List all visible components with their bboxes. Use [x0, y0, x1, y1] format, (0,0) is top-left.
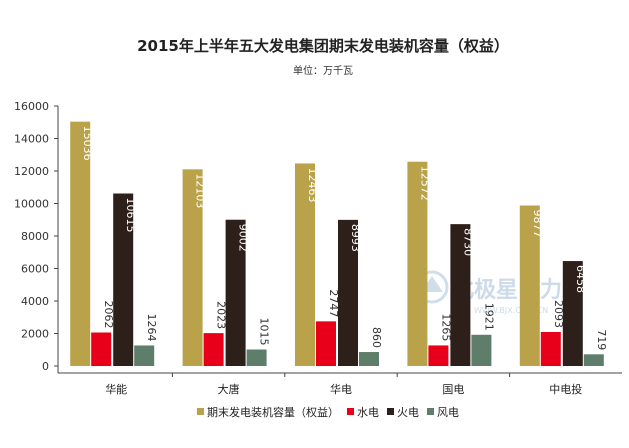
legend-label: 期末发电装机容量（权益）: [207, 405, 339, 419]
axes: 0 2000 4000 6000 8000 10000 12000 14000 16000 华能 大…: [14, 100, 622, 396]
data-label: 12463: [306, 167, 319, 202]
data-label: 2747: [327, 289, 340, 317]
data-label: 2062: [102, 300, 115, 328]
bar: [113, 193, 134, 366]
watermark: 北极星电力网 WWW.BJX.COM.CN: [415, 270, 584, 315]
x-tick-label: 中电投: [549, 382, 582, 396]
data-label: 12572: [418, 166, 431, 201]
x-tick-label: 华电: [330, 382, 352, 396]
data-label: 8730: [461, 228, 474, 256]
bar: [540, 331, 561, 366]
y-tick-label: 8000: [21, 230, 49, 243]
bar: [316, 321, 336, 366]
data-label: 9002: [237, 224, 250, 252]
watermark-subtext: WWW.BJX.COM.CN: [474, 306, 548, 315]
data-label: 1264: [145, 313, 158, 341]
bar: [225, 219, 246, 366]
bar: [359, 352, 379, 366]
data-label: 719: [595, 329, 608, 350]
bar: [450, 224, 471, 366]
y-tick-label: 12000: [14, 165, 49, 178]
bar: [471, 334, 492, 366]
data-label: 1015: [258, 318, 271, 346]
bar: [246, 349, 267, 366]
bar: [583, 354, 604, 366]
data-label: 9877: [531, 209, 544, 237]
data-label: 8993: [349, 224, 362, 252]
y-tick-label: 16000: [14, 100, 49, 113]
y-tick-label: 2000: [21, 328, 49, 341]
y-tick-label: 14000: [14, 133, 49, 146]
bar: [134, 345, 155, 366]
data-labels: 15036 2062 10615 1264 12103 2023 9002 1015 12463…: [81, 126, 608, 351]
chart-title: 2015年上半年五大发电集团期末发电装机容量（权益）: [137, 37, 509, 55]
bar: [407, 161, 428, 366]
bar: [295, 163, 315, 366]
data-label: 1921: [482, 303, 495, 331]
data-label: 12103: [194, 173, 207, 208]
bar: [338, 219, 358, 366]
x-tick-label: 华能: [105, 382, 127, 396]
data-label: 6458: [574, 265, 587, 293]
y-tick-label: 0: [42, 360, 49, 373]
bar: [562, 261, 583, 366]
legend-label: 水电: [357, 406, 379, 419]
bar: [182, 169, 203, 366]
bar: [91, 332, 112, 366]
bar: [428, 345, 449, 366]
data-label: 15036: [81, 126, 94, 161]
legend-swatch: [197, 408, 204, 415]
data-label: 2093: [552, 300, 565, 328]
y-tick-label: 10000: [14, 198, 49, 211]
chart-unit: 单位：万千瓦: [293, 64, 353, 77]
data-label: 2023: [215, 301, 228, 329]
bar: [519, 205, 540, 366]
legend: 期末发电装机容量（权益） 水电 火电 风电: [197, 405, 459, 419]
bars: [70, 121, 604, 366]
legend-swatch: [347, 408, 354, 415]
data-label: 860: [370, 327, 383, 348]
x-tick-label: 国电: [442, 383, 464, 396]
bar: [70, 121, 91, 366]
y-tick-label: 6000: [21, 263, 49, 276]
watermark-text: 北极星电力网: [452, 278, 584, 303]
data-label: 1265: [439, 313, 452, 341]
bar: [203, 333, 224, 366]
legend-label: 风电: [437, 406, 459, 419]
data-label: 10615: [124, 198, 137, 233]
y-tick-label: 4000: [21, 295, 49, 308]
legend-swatch: [387, 408, 394, 415]
x-tick-label: 大唐: [218, 382, 240, 396]
legend-label: 火电: [397, 406, 419, 419]
legend-swatch: [427, 408, 434, 415]
